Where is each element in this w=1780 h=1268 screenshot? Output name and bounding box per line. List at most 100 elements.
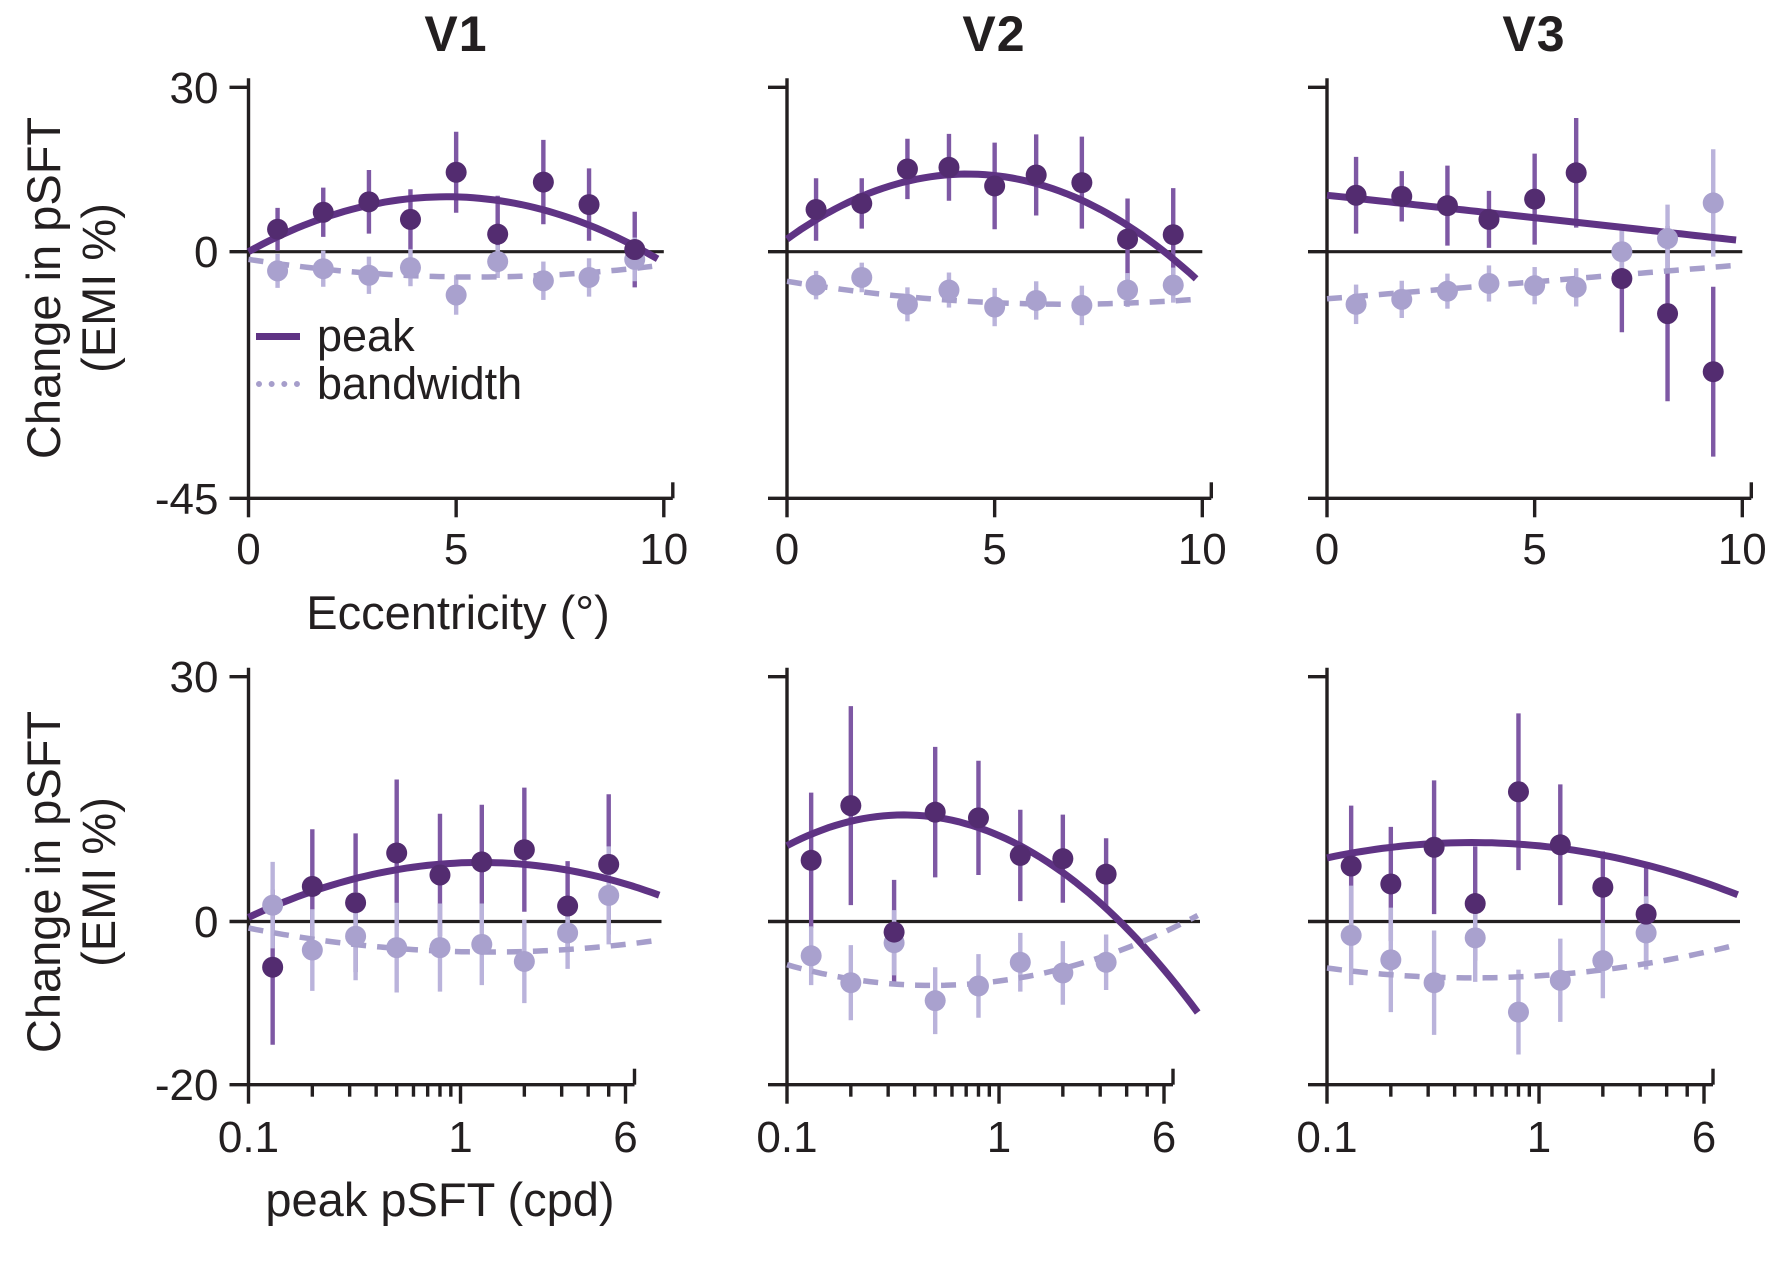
- data-point-peak: [1524, 188, 1546, 210]
- x-tick-label: 0: [236, 525, 260, 574]
- data-point-peak: [1592, 876, 1614, 898]
- y-axis-label-line2: (EMI %): [72, 203, 125, 373]
- x-tick-label: 0.1: [218, 1113, 279, 1162]
- x-tick-label: 1: [987, 1113, 1011, 1162]
- data-point-peak: [471, 851, 493, 873]
- data-point-bandwidth: [578, 266, 600, 288]
- fit-curve-bandwidth: [1326, 262, 1737, 302]
- data-point-peak: [938, 156, 960, 178]
- data-point-bandwidth: [312, 258, 334, 280]
- panel-v2-peak-psft: 0.1 1 6: [756, 667, 1201, 1162]
- legend-label-peak: peak: [317, 310, 415, 361]
- data-point-bandwidth: [1345, 293, 1367, 315]
- data-point-peak: [1117, 228, 1139, 250]
- x-tick-label: 6: [1152, 1113, 1176, 1162]
- data-point-peak: [399, 208, 421, 230]
- data-point-peak: [487, 223, 509, 245]
- fit-curve-bandwidth: [1326, 941, 1739, 981]
- data-point-peak: [624, 239, 646, 261]
- x-tick-label: 1: [1527, 1113, 1551, 1162]
- data-point-peak: [1611, 268, 1633, 290]
- data-point-peak: [1345, 184, 1367, 206]
- y-axis-label-line1: Change in pSFT: [17, 710, 70, 1054]
- data-point-peak: [1657, 303, 1679, 325]
- data-point-peak: [312, 201, 334, 223]
- data-point-bandwidth: [984, 296, 1006, 318]
- data-point-peak: [1095, 863, 1117, 885]
- data-point-peak: [851, 192, 873, 214]
- data-point-peak: [513, 839, 535, 861]
- data-point-bandwidth: [840, 972, 862, 994]
- data-point-bandwidth: [1052, 962, 1074, 984]
- data-point-bandwidth: [1009, 951, 1031, 973]
- data-point-bandwidth: [386, 937, 408, 959]
- legend-item-bandwidth: bandwidth: [256, 358, 523, 409]
- x-axis-label-eccentricity: Eccentricity (°): [306, 586, 610, 639]
- panel-v2-eccentricity: 0 5 10: [768, 78, 1227, 574]
- data-point-peak: [1702, 361, 1724, 383]
- data-point-bandwidth: [301, 939, 323, 961]
- data-point-bandwidth: [938, 279, 960, 301]
- data-point-bandwidth: [1702, 192, 1724, 214]
- data-point-bandwidth: [1507, 1001, 1529, 1023]
- data-point-peak: [557, 895, 579, 917]
- data-point-peak: [1340, 855, 1362, 877]
- data-point-bandwidth: [924, 990, 946, 1012]
- panel-v1-eccentricity: 30 0 -45 0 5 10: [155, 64, 688, 574]
- data-point-bandwidth: [851, 266, 873, 288]
- panel-v1-peak-psft: 30 0 -200.1 1 6: [155, 653, 662, 1162]
- data-point-bandwidth: [1592, 950, 1614, 972]
- y-tick-label: 0: [194, 898, 218, 947]
- data-point-bandwidth: [345, 925, 367, 947]
- data-point-peak: [1436, 195, 1458, 217]
- x-tick-label: 5: [982, 525, 1006, 574]
- data-point-bandwidth: [513, 950, 535, 972]
- x-tick-label: 5: [1522, 525, 1546, 574]
- x-tick-label: 6: [613, 1113, 637, 1162]
- data-point-peak: [1507, 781, 1529, 803]
- data-point-bandwidth: [1436, 280, 1458, 302]
- x-tick-label: 5: [444, 525, 468, 574]
- data-point-peak: [840, 795, 862, 817]
- data-point-peak: [924, 801, 946, 823]
- data-point-bandwidth: [1380, 949, 1402, 971]
- data-point-peak: [967, 807, 989, 829]
- panel-v3-peak-psft: 0.1 1 6: [1296, 667, 1740, 1162]
- data-point-bandwidth: [1391, 288, 1413, 310]
- data-point-bandwidth: [1635, 922, 1657, 944]
- data-point-peak: [598, 853, 620, 875]
- y-tick-label: 30: [170, 653, 219, 702]
- data-point-bandwidth: [1464, 927, 1486, 949]
- panel-title-v3: V3: [1502, 6, 1566, 62]
- data-point-bandwidth: [1025, 289, 1047, 311]
- data-point-bandwidth: [1162, 274, 1184, 296]
- data-point-peak: [386, 842, 408, 864]
- data-point-bandwidth: [1071, 294, 1093, 316]
- data-point-bandwidth: [358, 264, 380, 286]
- fit-curve-bandwidth: [247, 925, 660, 955]
- y-tick-label: -20: [155, 1061, 219, 1110]
- fit-curve-bandwidth: [786, 278, 1197, 307]
- x-tick-label: 10: [639, 525, 688, 574]
- peak-line-swatch-icon: [256, 332, 300, 340]
- data-point-bandwidth: [1095, 951, 1117, 973]
- x-tick-label: 6: [1692, 1113, 1716, 1162]
- data-point-peak: [805, 199, 827, 221]
- data-point-peak: [267, 218, 289, 240]
- panel-title-v1: V1: [424, 6, 488, 62]
- data-point-bandwidth: [1611, 241, 1633, 263]
- data-point-peak: [262, 956, 284, 978]
- data-point-peak: [1423, 836, 1445, 858]
- data-point-peak: [1071, 172, 1093, 194]
- y-tick-label: 30: [170, 64, 219, 113]
- data-point-bandwidth: [532, 270, 554, 292]
- data-point-bandwidth: [967, 975, 989, 997]
- y-tick-label: -45: [155, 475, 219, 524]
- data-point-bandwidth: [1565, 276, 1587, 298]
- data-point-peak: [896, 158, 918, 180]
- data-point-bandwidth: [1340, 924, 1362, 946]
- data-point-peak: [358, 191, 380, 213]
- x-tick-label: 10: [1178, 525, 1227, 574]
- legend-label-bandwidth: bandwidth: [317, 358, 523, 409]
